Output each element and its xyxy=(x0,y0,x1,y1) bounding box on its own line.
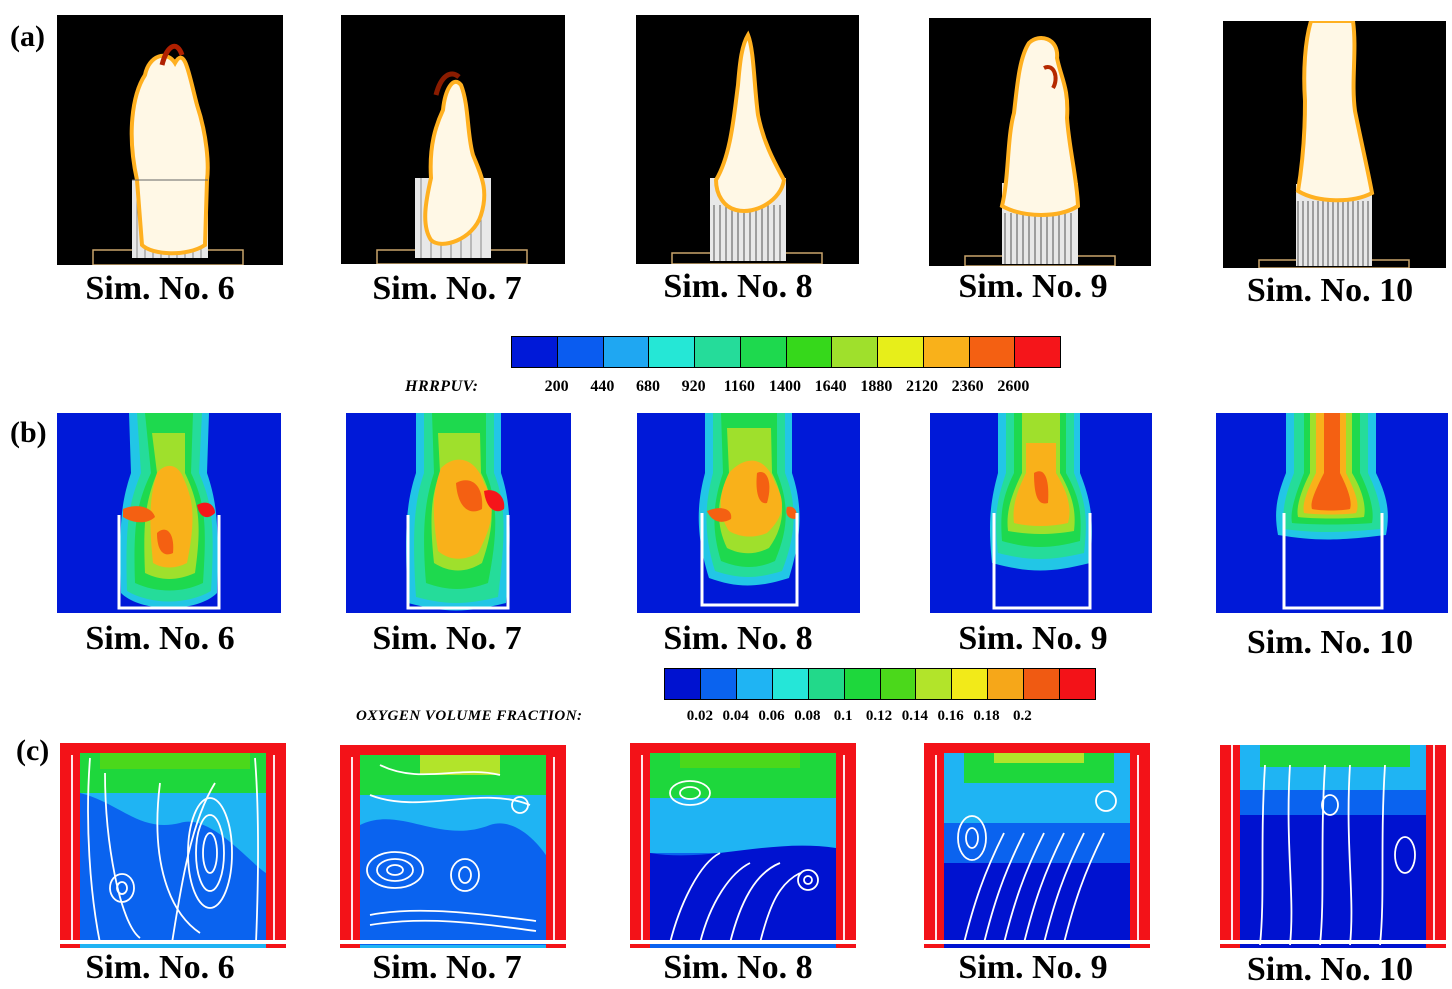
caption-b-sim-9: Sim. No. 9 xyxy=(958,620,1108,657)
colorbar-tick-label: 1880 xyxy=(860,378,893,395)
hrrpuv-map-sim-9 xyxy=(930,413,1152,613)
flame-image-sim-6 xyxy=(57,15,283,265)
colorbar-swatch xyxy=(878,337,924,367)
caption-a-sim-6: Sim. No. 6 xyxy=(85,270,235,307)
caption-b-sim-6: Sim. No. 6 xyxy=(85,620,235,657)
oxygen-map-sim-9 xyxy=(924,743,1150,948)
colorbar-tick-label: 1400 xyxy=(769,378,801,395)
flame-image-sim-9 xyxy=(929,18,1151,266)
colorbar-swatch xyxy=(808,669,845,699)
colorbar-tick-label: 680 xyxy=(636,378,660,395)
caption-c-sim-6: Sim. No. 6 xyxy=(85,949,235,986)
colorbar-tick-label: 2120 xyxy=(906,378,938,395)
oxygen-colorbar xyxy=(664,668,1096,700)
colorbar-tick-label: 0.12 xyxy=(865,708,893,724)
oxygen-map-sim-10 xyxy=(1220,745,1446,948)
colorbar-tick-label: 0.16 xyxy=(937,708,964,724)
colorbar-tick-label: 0.04 xyxy=(722,708,749,724)
oxygen-colorbar-title: OXYGEN VOLUME FRACTION: xyxy=(356,708,583,724)
caption-c-sim-7: Sim. No. 7 xyxy=(372,949,522,986)
caption-a-sim-9: Sim. No. 9 xyxy=(958,268,1108,305)
caption-c-sim-10: Sim. No. 10 xyxy=(1246,951,1414,988)
oxygen-map-sim-7 xyxy=(340,745,566,948)
panel-b-label: (b) xyxy=(10,416,47,449)
colorbar-tick-label: 0.1 xyxy=(833,708,853,724)
caption-c-sim-8: Sim. No. 8 xyxy=(663,949,813,986)
colorbar-tick-label: 0.18 xyxy=(973,708,1000,724)
colorbar-tick-label: 2360 xyxy=(951,378,984,395)
colorbar-swatch xyxy=(665,669,701,699)
colorbar-tick-label: 0.14 xyxy=(901,708,928,724)
hrrpuv-map-sim-10 xyxy=(1216,413,1448,613)
colorbar-swatch xyxy=(952,669,989,699)
colorbar-swatch xyxy=(844,669,881,699)
hrrpuv-map-sim-7 xyxy=(346,413,571,613)
caption-b-sim-8: Sim. No. 8 xyxy=(663,620,813,657)
colorbar-tick-label: 0.08 xyxy=(794,708,821,724)
colorbar-tick-label: 0.06 xyxy=(758,708,785,724)
colorbar-swatch xyxy=(512,337,558,367)
colorbar-swatch xyxy=(988,669,1025,699)
colorbar-swatch xyxy=(880,669,917,699)
colorbar-swatch xyxy=(1015,337,1060,367)
colorbar-swatch xyxy=(1024,669,1061,699)
colorbar-swatch xyxy=(695,337,741,367)
colorbar-swatch xyxy=(969,337,1016,367)
hrrpuv-colorbar-title: HRRPUV: xyxy=(405,378,479,395)
colorbar-tick-label: 0.2 xyxy=(1012,708,1032,724)
colorbar-swatch xyxy=(736,669,773,699)
flame-image-sim-8 xyxy=(636,15,859,264)
oxygen-map-sim-6 xyxy=(60,743,286,948)
caption-b-sim-10: Sim. No. 10 xyxy=(1246,624,1414,661)
colorbar-swatch xyxy=(557,337,604,367)
colorbar-tick-label: 1640 xyxy=(814,378,847,395)
flame-image-sim-7 xyxy=(341,15,565,264)
hrrpuv-map-sim-6 xyxy=(57,413,281,613)
colorbar-tick-label: 1160 xyxy=(723,378,755,395)
colorbar-swatch xyxy=(916,669,953,699)
colorbar-tick-label: 440 xyxy=(590,378,615,395)
colorbar-swatch xyxy=(1060,669,1096,699)
colorbar-tick-label: 0.02 xyxy=(686,708,713,724)
colorbar-tick-label: 920 xyxy=(681,378,706,395)
panel-a-label: (a) xyxy=(10,20,45,53)
panel-c-label: (c) xyxy=(16,734,50,767)
flame-image-sim-10 xyxy=(1223,21,1446,268)
colorbar-swatch xyxy=(772,669,809,699)
colorbar-swatch xyxy=(832,337,878,367)
hrrpuv-colorbar xyxy=(511,336,1061,368)
caption-a-sim-10: Sim. No. 10 xyxy=(1246,272,1414,309)
caption-b-sim-7: Sim. No. 7 xyxy=(372,620,522,657)
colorbar-swatch xyxy=(740,337,787,367)
colorbar-tick-label: 2600 xyxy=(997,378,1030,395)
oxygen-map-sim-8 xyxy=(630,743,856,948)
caption-c-sim-9: Sim. No. 9 xyxy=(958,949,1108,986)
hrrpuv-map-sim-8 xyxy=(637,413,860,613)
colorbar-tick-label: 200 xyxy=(544,378,569,395)
colorbar-swatch xyxy=(649,337,695,367)
caption-a-sim-8: Sim. No. 8 xyxy=(663,268,813,305)
colorbar-swatch xyxy=(923,337,970,367)
colorbar-swatch xyxy=(786,337,833,367)
colorbar-swatch xyxy=(603,337,650,367)
colorbar-swatch xyxy=(700,669,737,699)
caption-a-sim-7: Sim. No. 7 xyxy=(372,270,522,307)
